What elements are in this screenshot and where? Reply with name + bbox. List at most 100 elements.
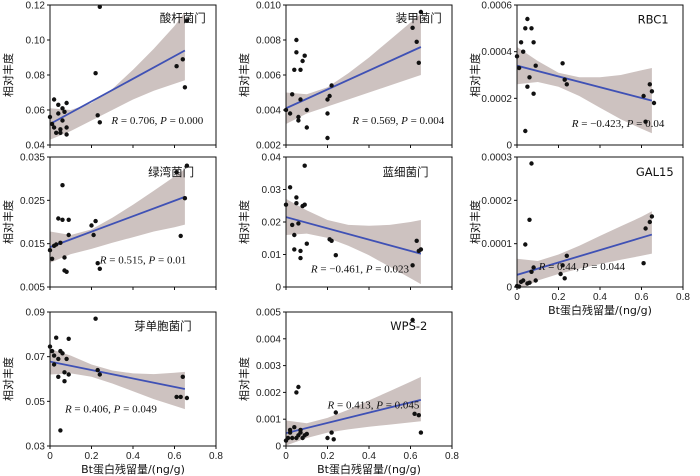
data-point xyxy=(304,241,309,246)
y-tick-label: 0 xyxy=(275,283,281,294)
x-tick-label: 0.6 xyxy=(404,451,418,462)
x-tick-label: 0.8 xyxy=(676,292,690,303)
panel-title: GAL15 xyxy=(636,165,674,179)
data-point xyxy=(285,435,291,441)
data-point xyxy=(290,92,295,97)
regression-line xyxy=(517,64,653,102)
data-point xyxy=(647,219,652,225)
data-point xyxy=(58,240,63,245)
data-point xyxy=(58,127,63,132)
x-tick-label: 0 xyxy=(514,292,520,303)
confidence-band xyxy=(50,12,185,140)
data-point xyxy=(62,370,67,375)
data-point xyxy=(49,348,55,354)
y-tick-label: 0.0001 xyxy=(481,239,512,250)
stats-annotation: R = 0.406, P = 0.049 xyxy=(64,404,157,416)
data-point xyxy=(329,430,334,435)
confidence-band xyxy=(517,211,652,287)
data-point xyxy=(329,83,334,88)
y-tick-label: 0.0003 xyxy=(481,153,512,164)
data-point xyxy=(292,247,297,252)
data-point xyxy=(647,82,652,87)
data-point xyxy=(174,394,179,400)
data-point xyxy=(180,374,185,379)
data-point xyxy=(60,118,65,123)
data-point xyxy=(62,379,67,384)
y-axis-label: 相对丰度 xyxy=(237,200,251,244)
x-tick-label: 0.4 xyxy=(126,451,140,462)
y-axis-label: 相对丰度 xyxy=(468,200,482,244)
x-tick-label: 0.8 xyxy=(445,451,459,462)
data-point xyxy=(58,428,63,433)
data-point xyxy=(643,226,648,231)
data-point xyxy=(325,135,330,141)
data-point xyxy=(95,113,100,118)
stats-annotation: R = 0.413, P = 0.045 xyxy=(327,399,420,411)
data-point xyxy=(89,223,94,228)
y-tick-label: 0.005 xyxy=(20,283,45,294)
data-point xyxy=(564,253,569,258)
data-point xyxy=(521,49,526,54)
data-point xyxy=(62,255,67,260)
data-point xyxy=(290,222,295,228)
confidence-band xyxy=(286,13,421,124)
data-point xyxy=(184,163,190,168)
data-point xyxy=(91,232,96,238)
data-point xyxy=(414,39,419,44)
data-point xyxy=(525,84,530,89)
y-tick-label: 0.06 xyxy=(26,106,46,117)
regression-line xyxy=(286,399,422,435)
data-point xyxy=(558,271,563,277)
y-tick-label: 0.035 xyxy=(20,153,45,164)
y-tick-label: 0.010 xyxy=(256,1,281,12)
data-point xyxy=(64,269,69,274)
data-point xyxy=(182,196,188,201)
y-tick-label: 0.025 xyxy=(20,196,45,207)
data-point xyxy=(533,63,538,68)
data-point xyxy=(560,61,565,66)
data-point xyxy=(56,102,61,108)
y-axis-label: 相对丰度 xyxy=(1,53,15,97)
data-point xyxy=(64,132,69,137)
data-point xyxy=(641,93,646,99)
data-point xyxy=(290,435,295,441)
y-tick-label: 0.006 xyxy=(256,71,281,82)
data-point xyxy=(516,65,522,71)
data-point xyxy=(51,362,57,367)
stats-annotation: R = 0.515, P = 0.01 xyxy=(99,255,186,267)
x-tick-label: 0.2 xyxy=(85,451,99,462)
y-tick-label: 0.004 xyxy=(256,106,281,117)
data-point xyxy=(333,253,338,258)
regression-line xyxy=(517,233,653,276)
data-point xyxy=(333,410,338,415)
data-point xyxy=(418,430,424,435)
data-point xyxy=(62,109,67,115)
data-point xyxy=(292,425,297,430)
data-point xyxy=(410,317,415,323)
y-tick-label: 0.08 xyxy=(26,71,46,82)
y-tick-label: 0.03 xyxy=(26,442,46,453)
data-point xyxy=(304,125,309,130)
data-point xyxy=(298,255,303,261)
data-point xyxy=(523,26,528,31)
data-point xyxy=(302,163,307,168)
panel-title: 蓝细菌门 xyxy=(383,165,429,179)
data-point xyxy=(60,217,65,222)
data-point xyxy=(66,217,71,222)
x-tick-label: 0 xyxy=(283,451,289,462)
y-tick-label: 0.04 xyxy=(262,153,282,164)
data-point xyxy=(523,242,528,247)
data-point xyxy=(178,233,183,239)
data-point xyxy=(97,266,103,271)
data-point xyxy=(294,201,299,206)
data-point xyxy=(182,85,188,90)
data-point xyxy=(49,256,55,261)
x-tick-label: 0.4 xyxy=(362,451,376,462)
y-tick-label: 0.0002 xyxy=(481,196,512,207)
data-point xyxy=(416,60,421,65)
data-point xyxy=(184,18,190,23)
x-tick-label: 0.2 xyxy=(552,292,566,303)
